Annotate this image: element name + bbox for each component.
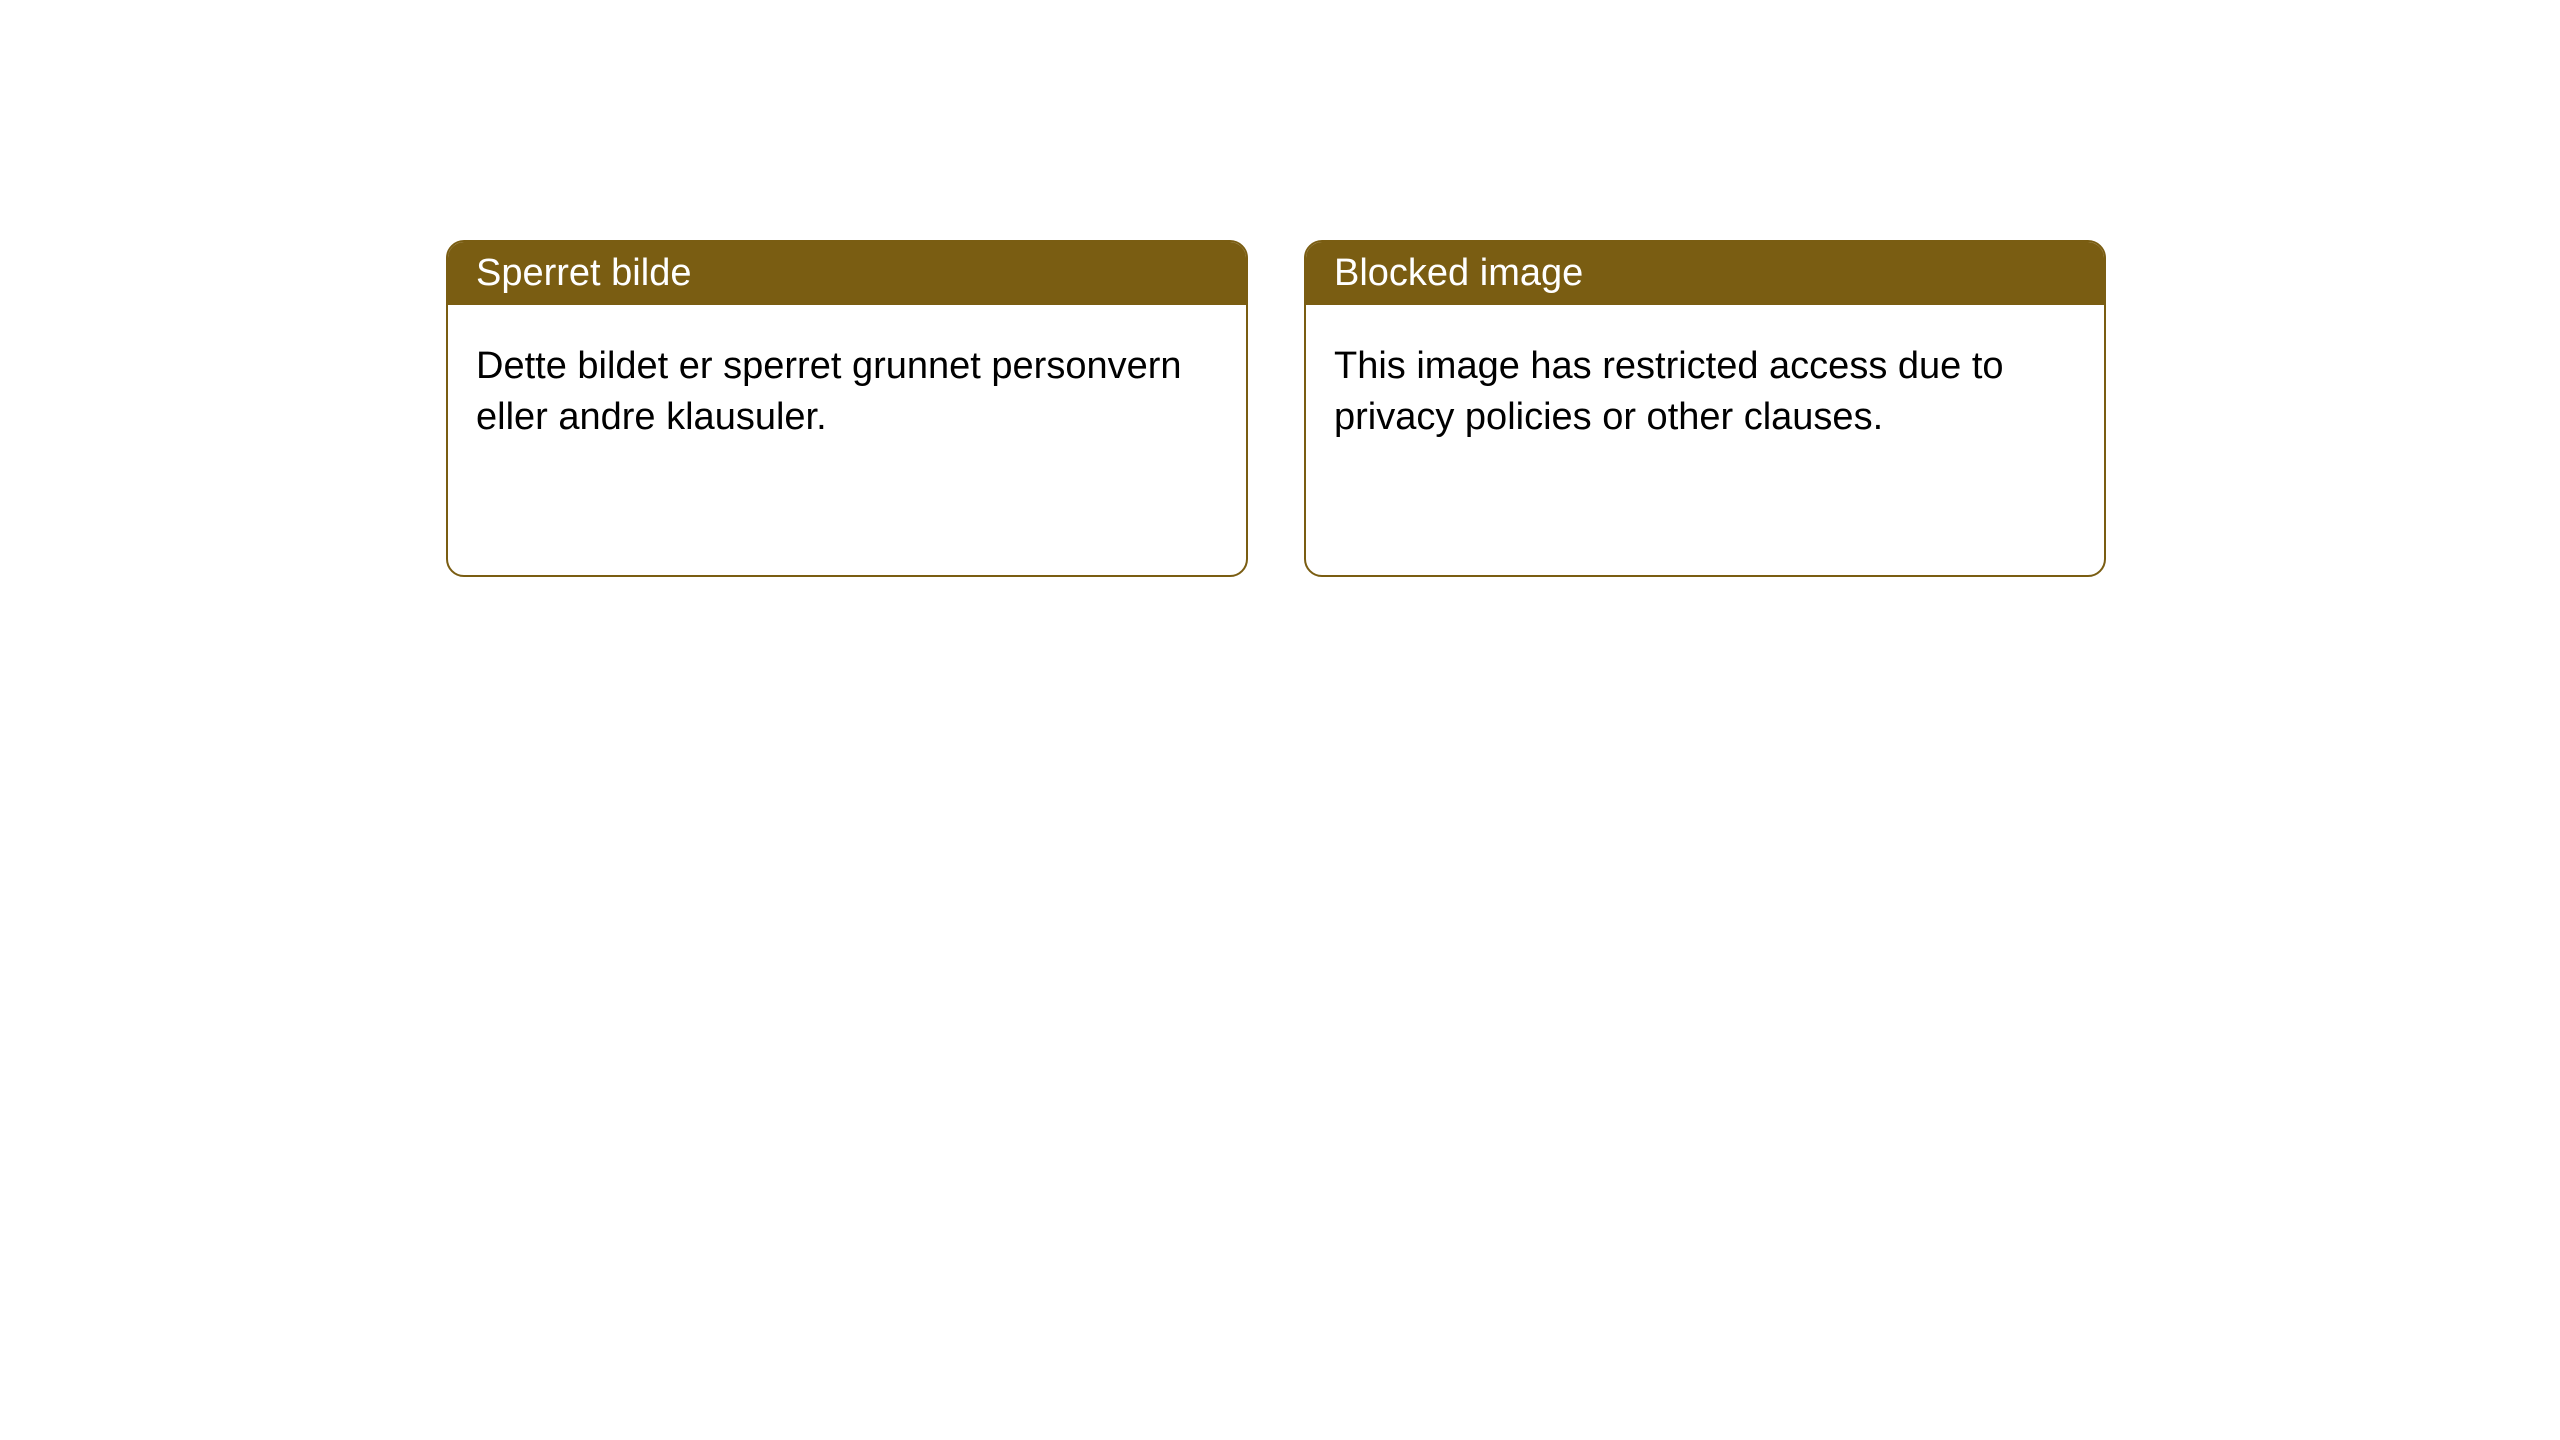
notice-card-norwegian: Sperret bilde Dette bildet er sperret gr…: [446, 240, 1248, 577]
notice-card-english: Blocked image This image has restricted …: [1304, 240, 2106, 577]
notice-body-text: This image has restricted access due to …: [1334, 345, 2004, 438]
notice-card-body: Dette bildet er sperret grunnet personve…: [448, 305, 1246, 575]
notice-card-header: Sperret bilde: [448, 242, 1246, 305]
notice-card-header: Blocked image: [1306, 242, 2104, 305]
notice-title: Sperret bilde: [476, 252, 691, 294]
notice-container: Sperret bilde Dette bildet er sperret gr…: [446, 240, 2106, 577]
notice-card-body: This image has restricted access due to …: [1306, 305, 2104, 575]
notice-body-text: Dette bildet er sperret grunnet personve…: [476, 345, 1182, 438]
notice-title: Blocked image: [1334, 252, 1583, 294]
